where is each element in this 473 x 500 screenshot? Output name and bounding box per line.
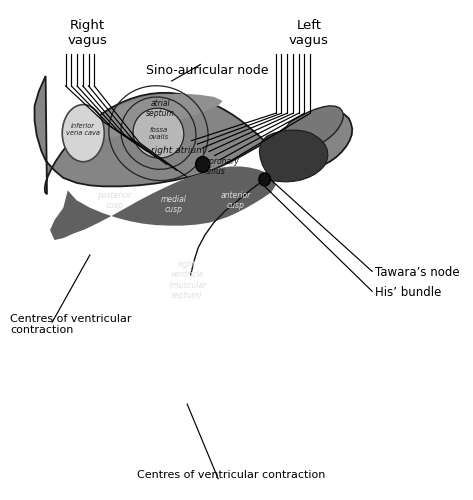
Circle shape	[259, 173, 271, 186]
Text: Sino-auricular node: Sino-auricular node	[146, 64, 268, 76]
Text: Right
vagus: Right vagus	[68, 19, 107, 47]
Ellipse shape	[62, 104, 104, 162]
Text: posterior
cusp: posterior cusp	[97, 190, 131, 210]
Text: coronary
sinus: coronary sinus	[206, 157, 239, 176]
Polygon shape	[50, 166, 276, 240]
Ellipse shape	[133, 108, 184, 158]
Text: right atrium: right atrium	[151, 146, 205, 155]
Circle shape	[196, 156, 210, 172]
Text: Left
vagus: Left vagus	[289, 19, 329, 47]
Text: fossa
ovalis: fossa ovalis	[149, 126, 168, 140]
Polygon shape	[35, 76, 352, 194]
Text: Tawara’s node: Tawara’s node	[375, 266, 460, 279]
Polygon shape	[276, 106, 343, 152]
Text: atrial
septum: atrial septum	[146, 98, 175, 118]
Text: Centres of ventricular
contraction: Centres of ventricular contraction	[10, 314, 132, 336]
Text: medial
cusp: medial cusp	[161, 194, 187, 214]
Text: His’ bundle: His’ bundle	[375, 286, 442, 299]
Text: inferior
vena cava: inferior vena cava	[66, 123, 100, 136]
Polygon shape	[72, 94, 223, 144]
Text: Centres of ventricular contraction: Centres of ventricular contraction	[137, 470, 325, 480]
Polygon shape	[259, 130, 328, 182]
Text: anterior
cusp: anterior cusp	[221, 190, 251, 210]
Text: right
ventricle
(muscular
septum): right ventricle (muscular septum)	[168, 260, 206, 300]
